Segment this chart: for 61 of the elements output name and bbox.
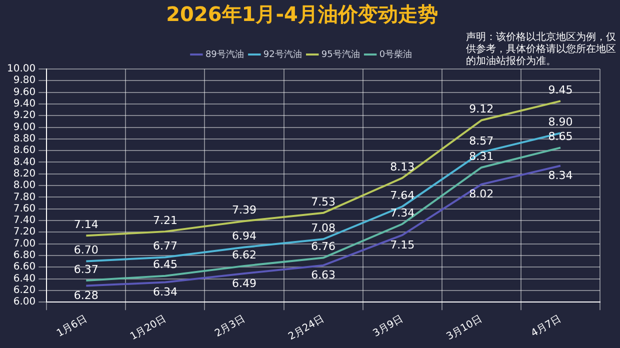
- data-label: 6.45: [152, 258, 178, 272]
- data-label: 7.53: [311, 195, 336, 208]
- x-tick-label: 2月3日: [213, 314, 248, 340]
- x-tick-label: 4月7日: [529, 314, 564, 340]
- data-label: 8.65: [548, 130, 573, 144]
- data-label: 7.39: [232, 203, 257, 216]
- data-label: 6.70: [74, 244, 98, 257]
- y-tick-label: 8.00: [13, 180, 36, 192]
- legend-label: 0号柴油: [379, 48, 412, 60]
- data-label: 8.13: [390, 160, 415, 174]
- data-label: 7.15: [390, 238, 415, 252]
- data-label: 7.14: [74, 218, 98, 231]
- data-label: 8.02: [469, 188, 494, 201]
- data-label: 8.57: [469, 134, 494, 148]
- data-label: 6.77: [152, 240, 178, 253]
- y-tick-label: 6.80: [13, 250, 36, 262]
- y-tick-label: 8.80: [13, 134, 36, 145]
- legend-label: 95号汽油: [321, 48, 360, 60]
- data-label: 6.49: [232, 276, 257, 290]
- text: 声明：该价格以北京地区为例，仅供参考，具体价格请以您所在地区的加油站报价为准。: [466, 32, 616, 68]
- data-label: 8.90: [548, 115, 573, 128]
- y-tick-label: 9.60: [13, 86, 36, 98]
- y-tick-label: 6.20: [13, 285, 36, 296]
- y-tick-label: 8.20: [13, 168, 36, 180]
- y-tick-label: 6.60: [13, 262, 36, 273]
- y-tick-label: 8.60: [13, 145, 36, 156]
- data-label: 8.34: [548, 169, 573, 182]
- y-tick-label: 9.40: [13, 98, 36, 110]
- y-tick-label: 8.40: [13, 156, 36, 168]
- y-tick-label: 7.00: [13, 238, 36, 250]
- data-label: 6.37: [74, 262, 98, 276]
- x-tick-label: 3月9日: [371, 314, 406, 340]
- y-tick-label: 9.20: [13, 110, 36, 122]
- y-tick-label: 6.40: [13, 273, 36, 284]
- data-label: 6.34: [152, 286, 178, 299]
- y-tick-label: 7.20: [13, 226, 36, 238]
- x-tick-label: 1月20日: [128, 314, 168, 343]
- y-tick-label: 7.80: [13, 192, 36, 203]
- data-label: 9.12: [469, 102, 494, 116]
- x-tick-label: 1月6日: [55, 314, 89, 340]
- data-label: 7.21: [152, 214, 178, 227]
- legend-label: 89号汽油: [205, 48, 244, 60]
- y-tick-label: 10.00: [6, 64, 36, 75]
- legend-label: 92号汽油: [263, 48, 302, 60]
- data-label: 7.08: [311, 221, 336, 234]
- y-tick-label: 6.00: [13, 296, 36, 308]
- data-label: 6.76: [311, 240, 336, 254]
- y-tick-label: 7.40: [13, 215, 36, 226]
- y-tick-label: 9.00: [13, 122, 36, 133]
- data-label: 6.63: [311, 268, 336, 282]
- data-label: 6.28: [74, 289, 98, 302]
- y-tick-label: 7.60: [13, 203, 36, 214]
- data-label: 7.64: [390, 188, 415, 202]
- data-label: 9.45: [548, 83, 573, 96]
- data-label: 6.94: [232, 230, 257, 243]
- data-label: 7.34: [390, 206, 415, 220]
- y-tick-label: 9.80: [13, 75, 36, 86]
- x-tick-label: 2月24日: [286, 314, 326, 343]
- chart-title: 2026年1月-4月油价变动走势: [166, 2, 438, 26]
- data-label: 6.62: [232, 248, 257, 262]
- x-tick-label: 3月10日: [444, 314, 484, 343]
